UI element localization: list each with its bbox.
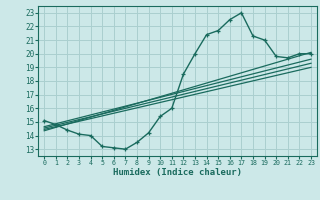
X-axis label: Humidex (Indice chaleur): Humidex (Indice chaleur) bbox=[113, 168, 242, 177]
